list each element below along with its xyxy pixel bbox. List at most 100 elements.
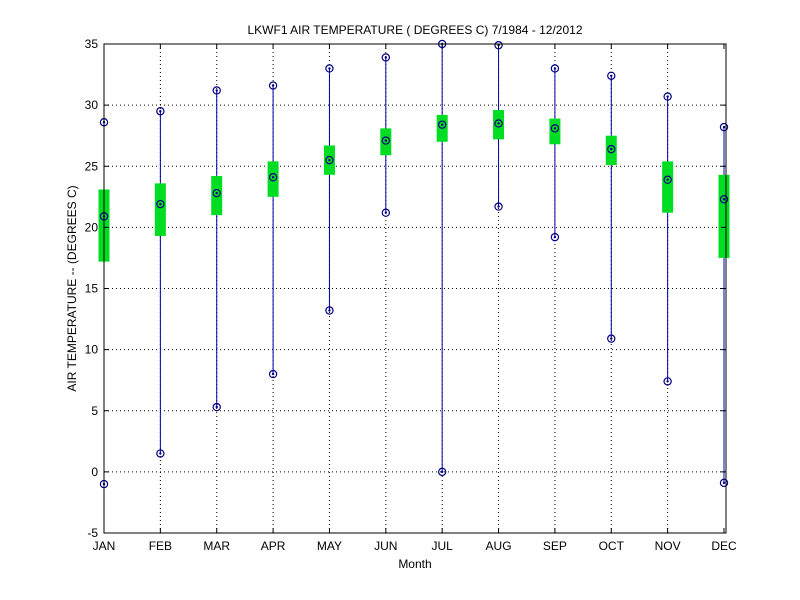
mean-marker [494, 119, 503, 128]
y-tick-label: 5 [91, 404, 98, 418]
max-marker [607, 71, 616, 80]
x-tick-label: APR [261, 539, 286, 553]
max-marker [325, 64, 334, 73]
mean-marker-dot [610, 147, 613, 151]
max-marker [550, 64, 560, 73]
max-marker-dot [384, 56, 388, 59]
box-feb [154, 107, 166, 458]
max-marker [663, 92, 672, 101]
axes: -5 0 5 10 15 20 25 30 35 JAN FEB MAR APR MAY JUN JUL AUG… [85, 37, 737, 553]
y-tick-label: -5 [87, 526, 98, 540]
max-marker-dot [215, 89, 218, 92]
min-marker-dot [384, 211, 388, 214]
min-marker-dot [215, 405, 218, 409]
box-rect [718, 174, 730, 258]
max-marker-dot [553, 67, 557, 70]
box-dec [718, 122, 730, 488]
x-tick-label: MAY [317, 539, 342, 553]
x-tick-label: JUN [374, 539, 397, 553]
y-tick-label: 35 [85, 37, 99, 51]
min-marker [156, 449, 165, 458]
box-sep [549, 64, 561, 242]
min-marker [212, 402, 221, 412]
mean-marker [607, 144, 616, 154]
mean-marker [212, 188, 221, 198]
box-oct [605, 71, 617, 343]
max-marker-dot [666, 95, 669, 98]
mean-marker-dot [553, 127, 557, 130]
min-marker-dot [722, 481, 726, 485]
min-marker [437, 467, 447, 477]
box-rect [605, 135, 617, 166]
y-tick-label: 0 [91, 465, 98, 479]
mean-marker [268, 173, 278, 182]
mean-marker-dot [271, 176, 275, 179]
mean-marker [156, 199, 165, 209]
min-marker-dot [610, 337, 613, 340]
x-tick-label: AUG [486, 539, 512, 553]
y-tick-label: 30 [85, 98, 99, 112]
max-marker-dot [722, 125, 726, 129]
box-nov [662, 92, 674, 386]
x-tick-label: SEP [543, 539, 567, 553]
min-marker-dot [553, 235, 557, 239]
box-rect [154, 183, 166, 236]
max-marker [212, 86, 221, 95]
min-marker [550, 232, 560, 242]
mean-marker [437, 120, 447, 129]
max-marker [719, 122, 729, 132]
min-marker-dot [666, 380, 669, 383]
mean-marker [325, 155, 334, 165]
min-marker-dot [271, 372, 275, 376]
mean-marker [719, 195, 729, 204]
box-mar [211, 86, 223, 412]
x-tick-label: NOV [655, 539, 681, 553]
box-jun [380, 53, 392, 217]
mean-marker-dot [497, 122, 500, 125]
y-tick-label: 20 [85, 220, 99, 234]
x-tick-label: JAN [93, 539, 116, 553]
min-marker [663, 377, 672, 386]
x-tick-label: JUL [432, 539, 454, 553]
mean-marker [663, 175, 672, 184]
min-marker [494, 202, 503, 211]
max-marker-dot [610, 74, 613, 77]
min-marker [607, 334, 616, 343]
min-marker-dot [440, 470, 444, 474]
mean-marker [381, 136, 391, 145]
y-tick-label: 15 [85, 282, 99, 296]
max-marker-dot [159, 110, 162, 113]
mean-marker [550, 124, 560, 133]
y-tick-label: 25 [85, 159, 99, 173]
mean-marker-dot [215, 191, 218, 195]
x-tick-label: OCT [599, 539, 625, 553]
min-marker [268, 369, 278, 379]
y-tick-label: 10 [85, 343, 99, 357]
min-marker-dot [159, 452, 162, 455]
max-marker-dot [328, 67, 331, 70]
box-apr [267, 81, 279, 379]
chart-title: LKWF1 AIR TEMPERATURE ( DEGREES C) 7/198… [247, 23, 582, 37]
y-axis-label: AIR TEMPERATURE -- (DEGREES C) [65, 185, 79, 391]
mean-marker-dot [722, 198, 726, 201]
max-marker-dot [271, 84, 275, 87]
min-marker [381, 208, 391, 217]
box-rect [662, 161, 674, 213]
mean-marker-dot [384, 139, 388, 142]
mean-marker-dot [666, 178, 669, 181]
min-marker-dot [328, 309, 331, 312]
mean-marker-dot [328, 158, 331, 162]
box-rect [493, 110, 505, 140]
max-marker [268, 81, 278, 90]
min-marker [719, 478, 729, 488]
max-marker [381, 53, 391, 62]
max-marker [156, 107, 165, 116]
box-rect [267, 161, 279, 197]
x-axis-label: Month [398, 557, 431, 571]
min-marker [325, 306, 334, 315]
box-rect [211, 176, 223, 216]
mean-marker-dot [159, 202, 162, 206]
min-marker-dot [497, 205, 500, 208]
